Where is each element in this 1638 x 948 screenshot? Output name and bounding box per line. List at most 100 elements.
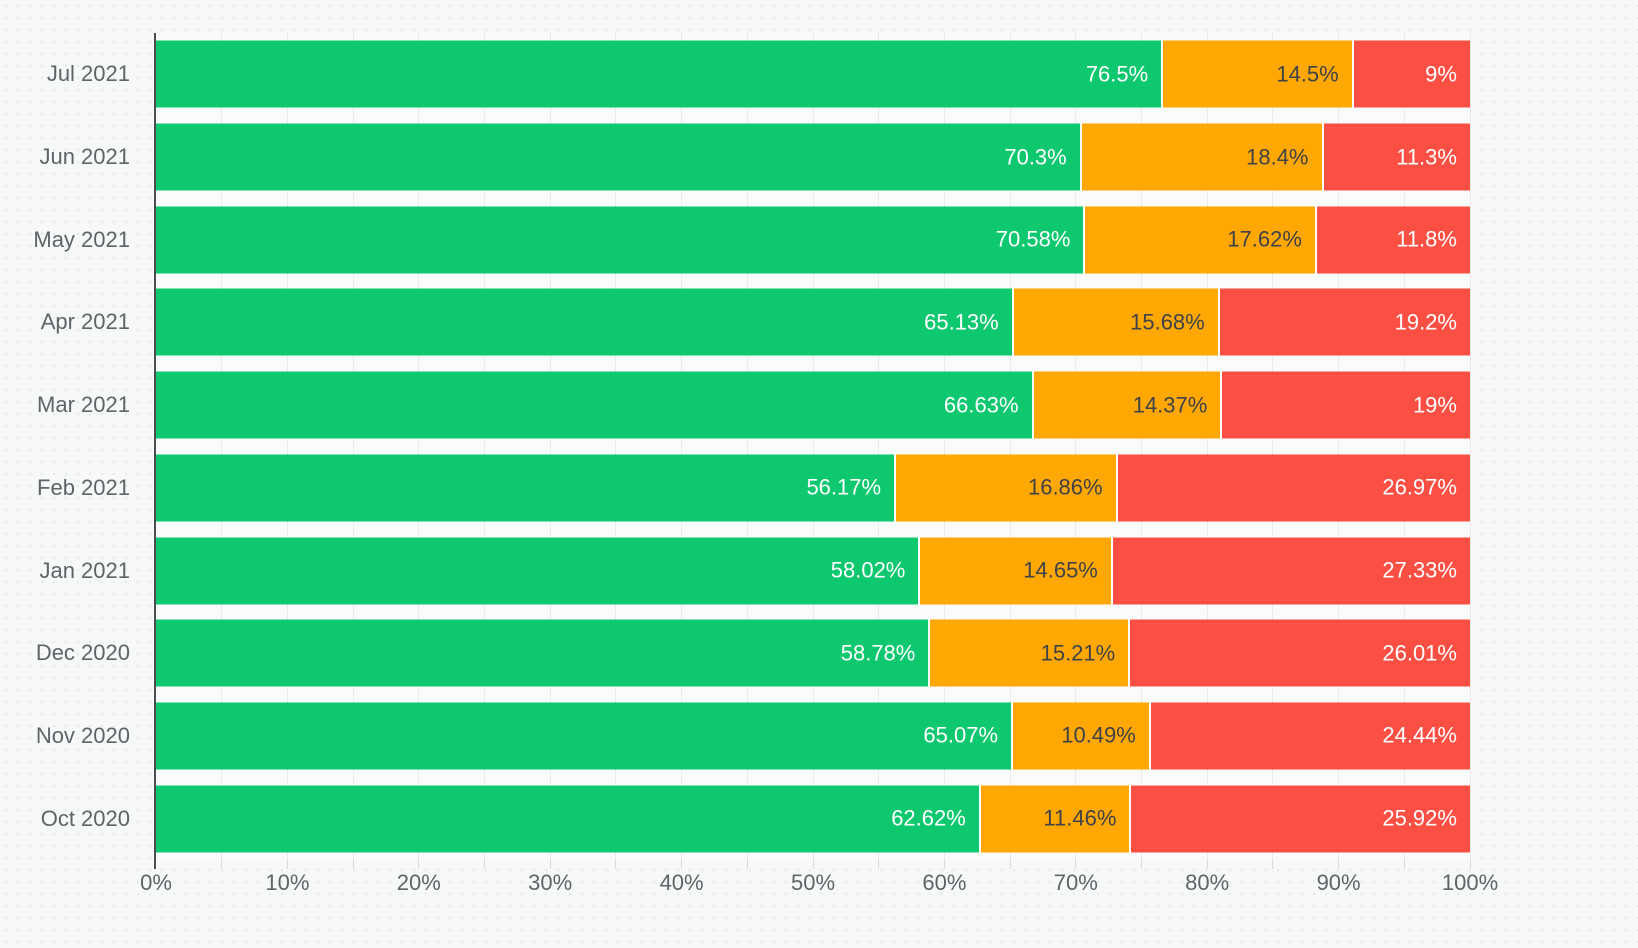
axis-tick xyxy=(681,860,683,869)
bar-segment-green[interactable]: 66.63% xyxy=(156,371,1032,439)
x-axis-ticks xyxy=(156,860,1471,870)
gridline xyxy=(1272,33,1274,860)
axis-tick xyxy=(418,860,420,869)
bar-segment-green[interactable]: 58.02% xyxy=(156,537,919,605)
bar-segment-red[interactable]: 25.92% xyxy=(1129,785,1470,853)
bar-segment-label: 11.3% xyxy=(1396,144,1457,170)
bar-segment-amber[interactable]: 14.5% xyxy=(1161,40,1352,108)
bar-segment-label: 66.63% xyxy=(943,392,1019,418)
bar-segment-green[interactable]: 70.3% xyxy=(156,123,1080,191)
bar-segment-label: 26.01% xyxy=(1382,640,1457,666)
bar-segment-green[interactable]: 70.58% xyxy=(156,206,1084,274)
gridline xyxy=(484,33,485,860)
bar-segment-red[interactable]: 9% xyxy=(1351,40,1470,108)
y-axis-label: Nov 2020 xyxy=(35,722,130,748)
gridline xyxy=(878,33,880,860)
bar-segment-label: 62.62% xyxy=(891,805,966,831)
bar-segment-red[interactable]: 24.44% xyxy=(1148,702,1470,770)
bar-segment-label: 56.17% xyxy=(806,474,882,500)
bar-segment-red[interactable]: 19% xyxy=(1220,371,1470,439)
bar-segment-green[interactable]: 62.62% xyxy=(156,785,979,853)
gridline xyxy=(418,33,420,860)
bar-segment-label: 14.65% xyxy=(1023,557,1098,583)
bar-segment-label: 18.4% xyxy=(1246,144,1309,170)
axis-tick xyxy=(1272,860,1274,869)
axis-tick xyxy=(549,860,551,869)
gridline xyxy=(746,33,748,860)
y-axis-label: Apr 2021 xyxy=(40,309,130,335)
gridline xyxy=(221,33,223,860)
stacked-bar: 62.62% 11.46% 25.92% xyxy=(156,785,1470,853)
x-axis-label: 40% xyxy=(659,870,704,895)
bar-segment-red[interactable]: 26.01% xyxy=(1128,619,1470,687)
stacked-bar: 58.78% 15.21% 26.01% xyxy=(156,619,1470,687)
bar-segment-green[interactable]: 76.5% xyxy=(156,40,1162,108)
stacked-bar: 65.07% 10.49% 24.44% xyxy=(156,702,1470,770)
x-axis-label: 0% xyxy=(140,870,172,895)
axis-tick xyxy=(1009,860,1011,869)
bar-segment-amber[interactable]: 15.68% xyxy=(1011,288,1218,356)
bar-segment-label: 65.07% xyxy=(923,722,999,748)
axis-tick xyxy=(1206,860,1208,869)
bar-segment-amber[interactable]: 10.49% xyxy=(1011,702,1149,770)
axis-tick xyxy=(812,860,814,869)
gridline xyxy=(1403,33,1405,860)
bar-segment-amber[interactable]: 17.62% xyxy=(1083,206,1315,274)
y-axis-line xyxy=(153,33,156,869)
x-axis-label: 90% xyxy=(1316,870,1361,895)
gridline xyxy=(549,33,551,860)
bar-segment-label: 25.92% xyxy=(1382,805,1457,831)
axis-tick xyxy=(1141,860,1142,869)
bar-segment-green[interactable]: 65.13% xyxy=(156,288,1012,356)
y-axis-labels: Jul 2021 Jun 2021 May 2021 Apr 2021 Mar 2021… xyxy=(0,33,130,860)
plot-area: 76.5% 14.5% 9% 70.3% 18.4% 11.3% 70.58% 17.62% 1… xyxy=(156,33,1471,860)
gridline xyxy=(615,33,617,860)
y-axis-label: Jun 2021 xyxy=(39,144,130,170)
bar-segment-amber[interactable]: 16.86% xyxy=(894,454,1116,522)
x-axis-label: 30% xyxy=(528,870,573,895)
bar-segment-label: 24.44% xyxy=(1382,722,1457,748)
bar-segment-label: 65.13% xyxy=(924,309,999,335)
bar-segment-amber[interactable]: 18.4% xyxy=(1079,123,1322,191)
bar-segment-red[interactable]: 26.97% xyxy=(1115,454,1470,522)
x-axis-label: 50% xyxy=(790,870,836,895)
bar-segment-red[interactable]: 11.3% xyxy=(1321,123,1470,191)
bar-segment-red[interactable]: 19.2% xyxy=(1217,288,1470,356)
y-axis-label: Oct 2020 xyxy=(40,805,130,831)
y-axis-label: Mar 2021 xyxy=(37,392,130,418)
axis-tick xyxy=(746,860,748,869)
bar-segment-label: 10.49% xyxy=(1061,722,1136,748)
bar-segment-amber[interactable]: 11.46% xyxy=(978,785,1130,853)
bar-segment-green[interactable]: 56.17% xyxy=(156,454,895,522)
gridline xyxy=(1075,33,1077,860)
gridline xyxy=(352,33,354,860)
axis-tick xyxy=(1403,860,1405,869)
bar-segment-label: 14.5% xyxy=(1276,61,1339,87)
gridline xyxy=(1009,33,1011,860)
gridline xyxy=(681,33,683,860)
axis-tick xyxy=(1338,860,1340,869)
stacked-bar: 56.17% 16.86% 26.97% xyxy=(156,454,1470,522)
bar-segment-label: 14.37% xyxy=(1132,392,1208,418)
bar-segment-label: 27.33% xyxy=(1382,557,1457,583)
bar-segment-green[interactable]: 58.78% xyxy=(156,619,929,687)
bar-segment-label: 15.21% xyxy=(1040,640,1116,666)
bar-segment-amber[interactable]: 14.37% xyxy=(1031,371,1221,439)
bar-segment-amber[interactable]: 15.21% xyxy=(928,619,1129,687)
y-axis-label: May 2021 xyxy=(33,226,130,252)
bar-segment-green[interactable]: 65.07% xyxy=(156,702,1012,770)
bar-segment-red[interactable]: 11.8% xyxy=(1314,206,1470,274)
bar-segment-amber[interactable]: 14.65% xyxy=(918,537,1111,605)
bar-segment-label: 76.5% xyxy=(1085,61,1149,87)
bar-segment-label: 15.68% xyxy=(1130,309,1205,335)
bar-segment-label: 9% xyxy=(1425,61,1457,87)
table-row: 62.62% 11.46% 25.92% xyxy=(156,777,1470,860)
x-axis-label: 10% xyxy=(265,870,310,895)
axis-tick xyxy=(1469,860,1471,869)
table-row: 58.02% 14.65% 27.33% xyxy=(156,529,1470,612)
bar-segment-label: 17.62% xyxy=(1227,226,1302,252)
bar-rows: 76.5% 14.5% 9% 70.3% 18.4% 11.3% 70.58% 17.62% 1… xyxy=(156,33,1470,860)
x-axis-label: 100% xyxy=(1441,870,1499,895)
bar-segment-red[interactable]: 27.33% xyxy=(1110,537,1470,605)
